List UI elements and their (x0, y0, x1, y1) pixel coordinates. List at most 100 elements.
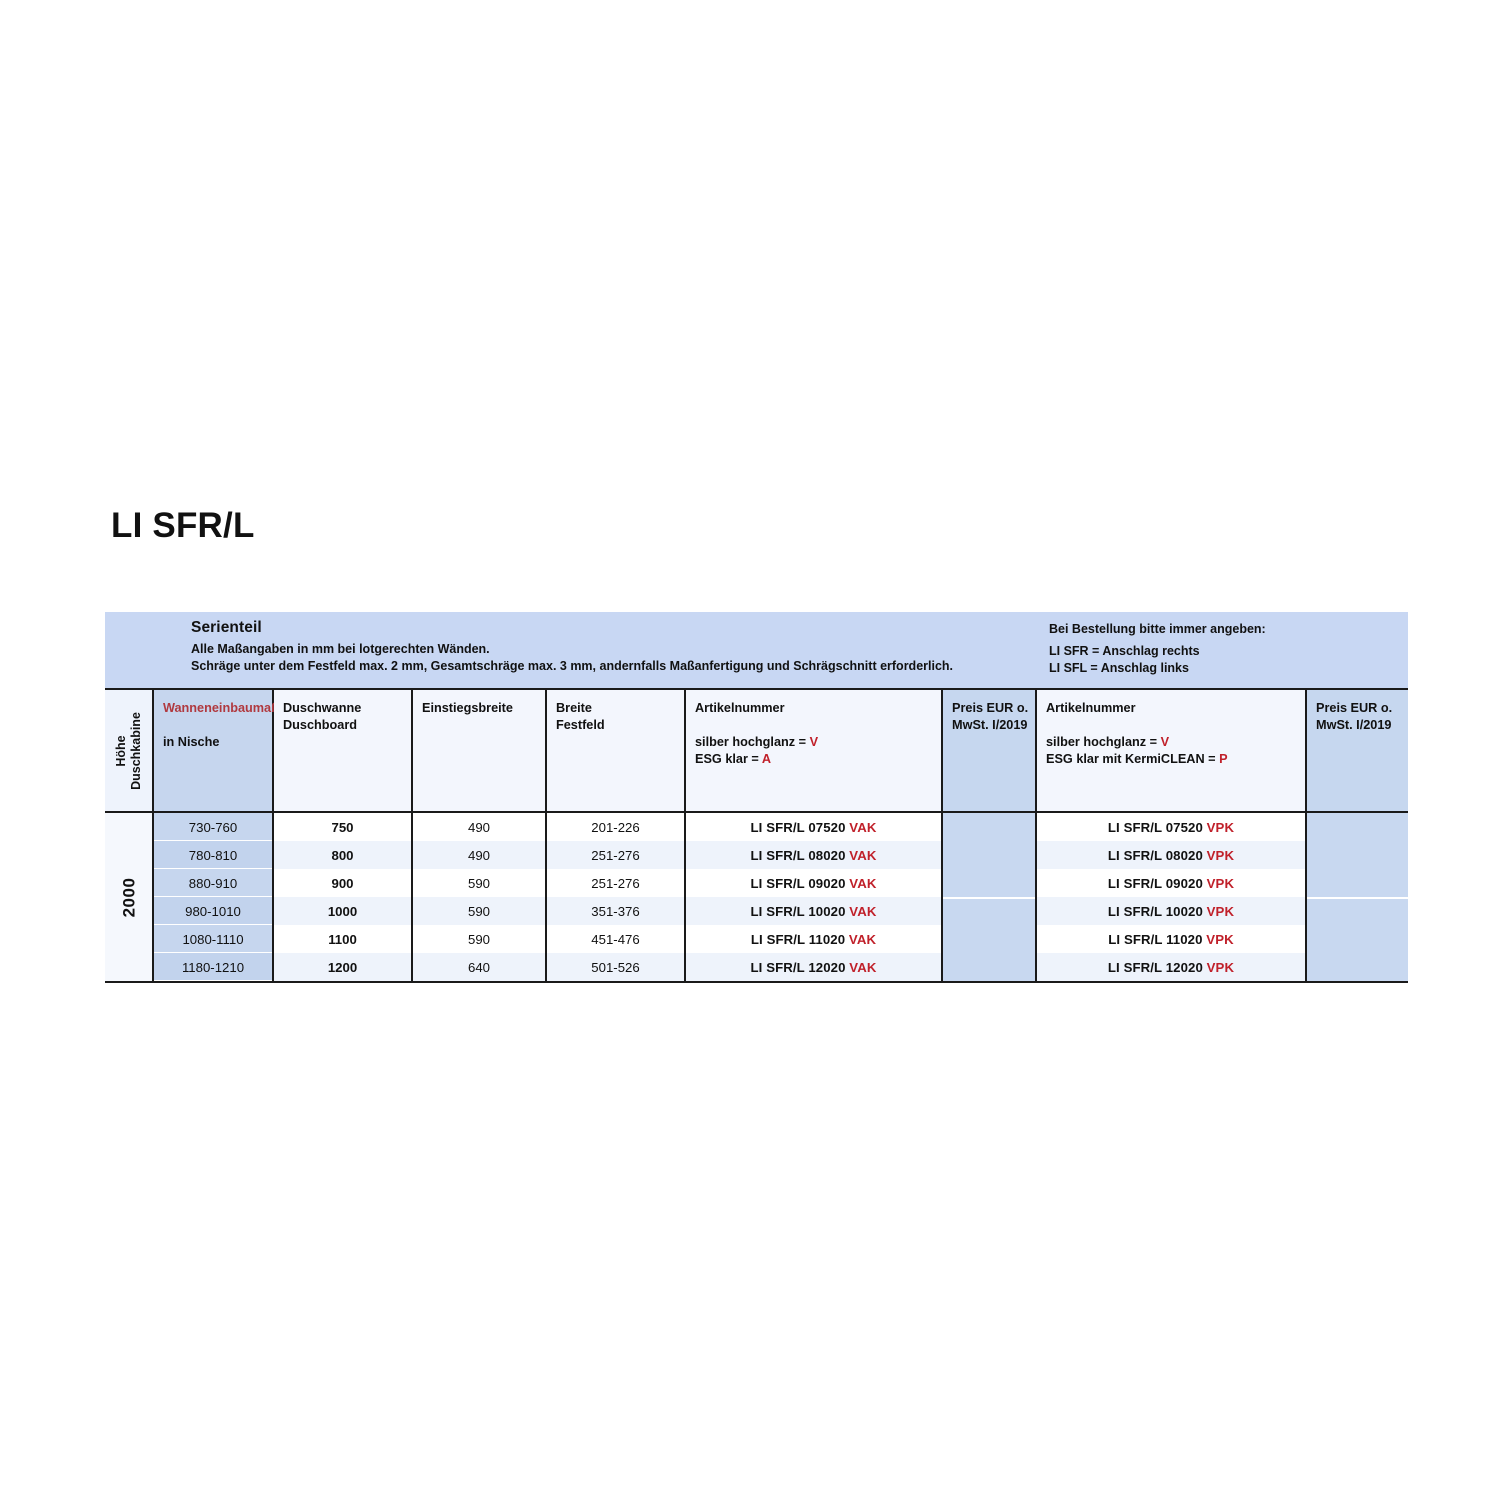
header-silber-code-2: V (1160, 735, 1170, 749)
cell-duschwanne: 1000 (273, 897, 413, 925)
cell-preis-p (1306, 953, 1408, 981)
info-banner: Serienteil Alle Maßangaben in mm bei lot… (105, 612, 1408, 690)
cell-duschwanne: 900 (273, 869, 413, 897)
cell-preis-p (1306, 897, 1408, 925)
banner-serienteil-title: Serienteil (191, 619, 262, 636)
header-breite: Breite (556, 701, 592, 715)
header-hoehe-line1: Höhe (113, 734, 128, 767)
banner-measure-note: Alle Maßangaben in mm bei lotgerechten W… (191, 642, 490, 656)
table-row: 980-1010 1000 590 351-376 LI SFR/L 10020 VAK… (105, 897, 1408, 925)
header-cell-hoehe: Höhe Duschkabine (105, 690, 154, 812)
header-preis-line2-p: MwSt. I/2019 (1316, 718, 1392, 732)
cell-duschwanne: 800 (273, 841, 413, 869)
cell-wanneneinbaumass: 980-1010 (153, 897, 274, 925)
cell-einstiegsbreite: 590 (412, 925, 547, 953)
header-artikelnummer-v: Artikelnummer (695, 701, 785, 715)
header-silber-hochglanz-v: silber hochglanz = V (695, 734, 941, 751)
cell-duschwanne: 1100 (273, 925, 413, 953)
banner-sfr-note: LI SFR = Anschlag rechts (1049, 644, 1200, 658)
banner-order-note-title: Bei Bestellung bitte immer angeben: (1049, 622, 1266, 636)
cell-breite-festfeld: 251-276 (546, 869, 686, 897)
header-preis-line1-v: Preis EUR o. (952, 701, 1029, 715)
table-bottom-rule (105, 981, 1408, 983)
cell-artikelnummer-v: LI SFR/L 11020 VAK (685, 925, 943, 953)
hoehe-value: 2000 (118, 877, 138, 917)
header-in-nische: in Nische (163, 735, 220, 749)
header-preis-line2-v: MwSt. I/2019 (952, 718, 1028, 732)
header-esg-label-1: ESG klar = (695, 752, 762, 766)
header-artikelnummer-p: Artikelnummer (1046, 701, 1136, 715)
cell-wanneneinbaumass: 1080-1110 (153, 925, 274, 953)
cell-preis-p (1306, 841, 1408, 869)
cell-preis-p (1306, 813, 1408, 841)
header-silber-label-1: silber hochglanz = (695, 735, 810, 749)
cell-artikelnummer-p: LI SFR/L 12020 VPK (1036, 953, 1307, 981)
header-einstiegsbreite: Einstiegsbreite (422, 701, 513, 715)
cell-wanneneinbaumass: 730-760 (153, 813, 274, 841)
cell-preis-v (942, 869, 1037, 897)
header-cell-breite-festfeld: Breite Festfeld (546, 690, 686, 812)
cell-einstiegsbreite: 590 (412, 897, 547, 925)
cell-einstiegsbreite: 490 (412, 841, 547, 869)
cell-wanneneinbaumass: 780-810 (153, 841, 274, 869)
cell-preis-v (942, 813, 1037, 841)
header-festfeld: Festfeld (556, 718, 605, 732)
cell-preis-v (942, 841, 1037, 869)
cell-duschwanne: 750 (273, 813, 413, 841)
cell-artikelnummer-v: LI SFR/L 12020 VAK (685, 953, 943, 981)
header-silber-hochglanz-p: silber hochglanz = V (1046, 734, 1305, 751)
cell-preis-p (1306, 925, 1408, 953)
header-cell-preis-p: Preis EUR o. MwSt. I/2019 (1306, 690, 1408, 812)
datasheet-table: Serienteil Alle Maßangaben in mm bei lot… (105, 612, 1408, 983)
cell-duschwanne: 1200 (273, 953, 413, 981)
header-hoehe-line2: Duschkabine (128, 711, 143, 790)
page-title: LI SFR/L (111, 506, 255, 545)
cell-artikelnummer-v: LI SFR/L 10020 VAK (685, 897, 943, 925)
cell-hoehe-duschkabine: 2000 (105, 813, 154, 981)
cell-einstiegsbreite: 590 (412, 869, 547, 897)
banner-left-block: Serienteil Alle Maßangaben in mm bei lot… (191, 619, 953, 675)
header-esg-code-1: A (761, 752, 772, 766)
spec-table: Höhe Duschkabine Wanneneinbaumaß in Nisc… (105, 690, 1408, 981)
header-esg-kermiclean-p: ESG klar mit KermiCLEAN = P (1046, 751, 1305, 768)
header-esg-label-2: ESG klar mit KermiCLEAN = (1046, 752, 1220, 766)
banner-sfl-note: LI SFL = Anschlag links (1049, 661, 1189, 675)
cell-breite-festfeld: 351-376 (546, 897, 686, 925)
cell-artikelnummer-v: LI SFR/L 08020 VAK (685, 841, 943, 869)
cell-artikelnummer-v: LI SFR/L 07520 VAK (685, 813, 943, 841)
header-preis-line1-p: Preis EUR o. (1316, 701, 1393, 715)
cell-preis-v (942, 925, 1037, 953)
header-cell-duschwanne: Duschwanne Duschboard (273, 690, 413, 812)
header-esg-code-2: P (1219, 752, 1228, 766)
table-row: 1180-1210 1200 640 501-526 LI SFR/L 12020 VA… (105, 953, 1408, 981)
cell-artikelnummer-p: LI SFR/L 07520 VPK (1036, 813, 1307, 841)
header-duschwanne: Duschwanne (283, 701, 362, 715)
cell-breite-festfeld: 251-276 (546, 841, 686, 869)
cell-breite-festfeld: 501-526 (546, 953, 686, 981)
header-cell-artikelnummer-p: Artikelnummer silber hochglanz = V ESG k… (1036, 690, 1307, 812)
header-duschboard: Duschboard (283, 718, 358, 732)
banner-right-block: Bei Bestellung bitte immer angeben: LI S… (1049, 621, 1266, 677)
header-silber-label-2: silber hochglanz = (1046, 735, 1161, 749)
table-row: 780-810 800 490 251-276 LI SFR/L 08020 VAK LI… (105, 841, 1408, 869)
table-header-row: Höhe Duschkabine Wanneneinbaumaß in Nisc… (105, 690, 1408, 812)
cell-breite-festfeld: 451-476 (546, 925, 686, 953)
cell-einstiegsbreite: 490 (412, 813, 547, 841)
table-row: 2000 730-760 750 490 201-226 LI SFR/L 07520 V… (105, 813, 1408, 981)
cell-wanneneinbaumass: 1180-1210 (153, 953, 274, 981)
header-cell-wanneneinbaumass: Wanneneinbaumaß in Nische (153, 690, 279, 812)
cell-wanneneinbaumass: 880-910 (153, 869, 274, 897)
cell-einstiegsbreite: 640 (412, 953, 547, 981)
table-row: 1080-1110 1100 590 451-476 LI SFR/L 11020 VA… (105, 925, 1408, 953)
header-cell-einstiegsbreite: Einstiegsbreite (412, 690, 547, 812)
cell-artikelnummer-p: LI SFR/L 08020 VPK (1036, 841, 1307, 869)
cell-preis-v (942, 897, 1037, 925)
header-cell-preis-v: Preis EUR o. MwSt. I/2019 (942, 690, 1037, 812)
cell-breite-festfeld: 201-226 (546, 813, 686, 841)
cell-preis-v (942, 953, 1037, 981)
table-row: 880-910 900 590 251-276 LI SFR/L 09020 VAK LI… (105, 869, 1408, 897)
cell-artikelnummer-v: LI SFR/L 09020 VAK (685, 869, 943, 897)
header-cell-artikelnummer-v: Artikelnummer silber hochglanz = V ESG k… (685, 690, 943, 812)
cell-preis-p (1306, 869, 1408, 897)
header-esg-klar-a: ESG klar = A (695, 751, 941, 768)
